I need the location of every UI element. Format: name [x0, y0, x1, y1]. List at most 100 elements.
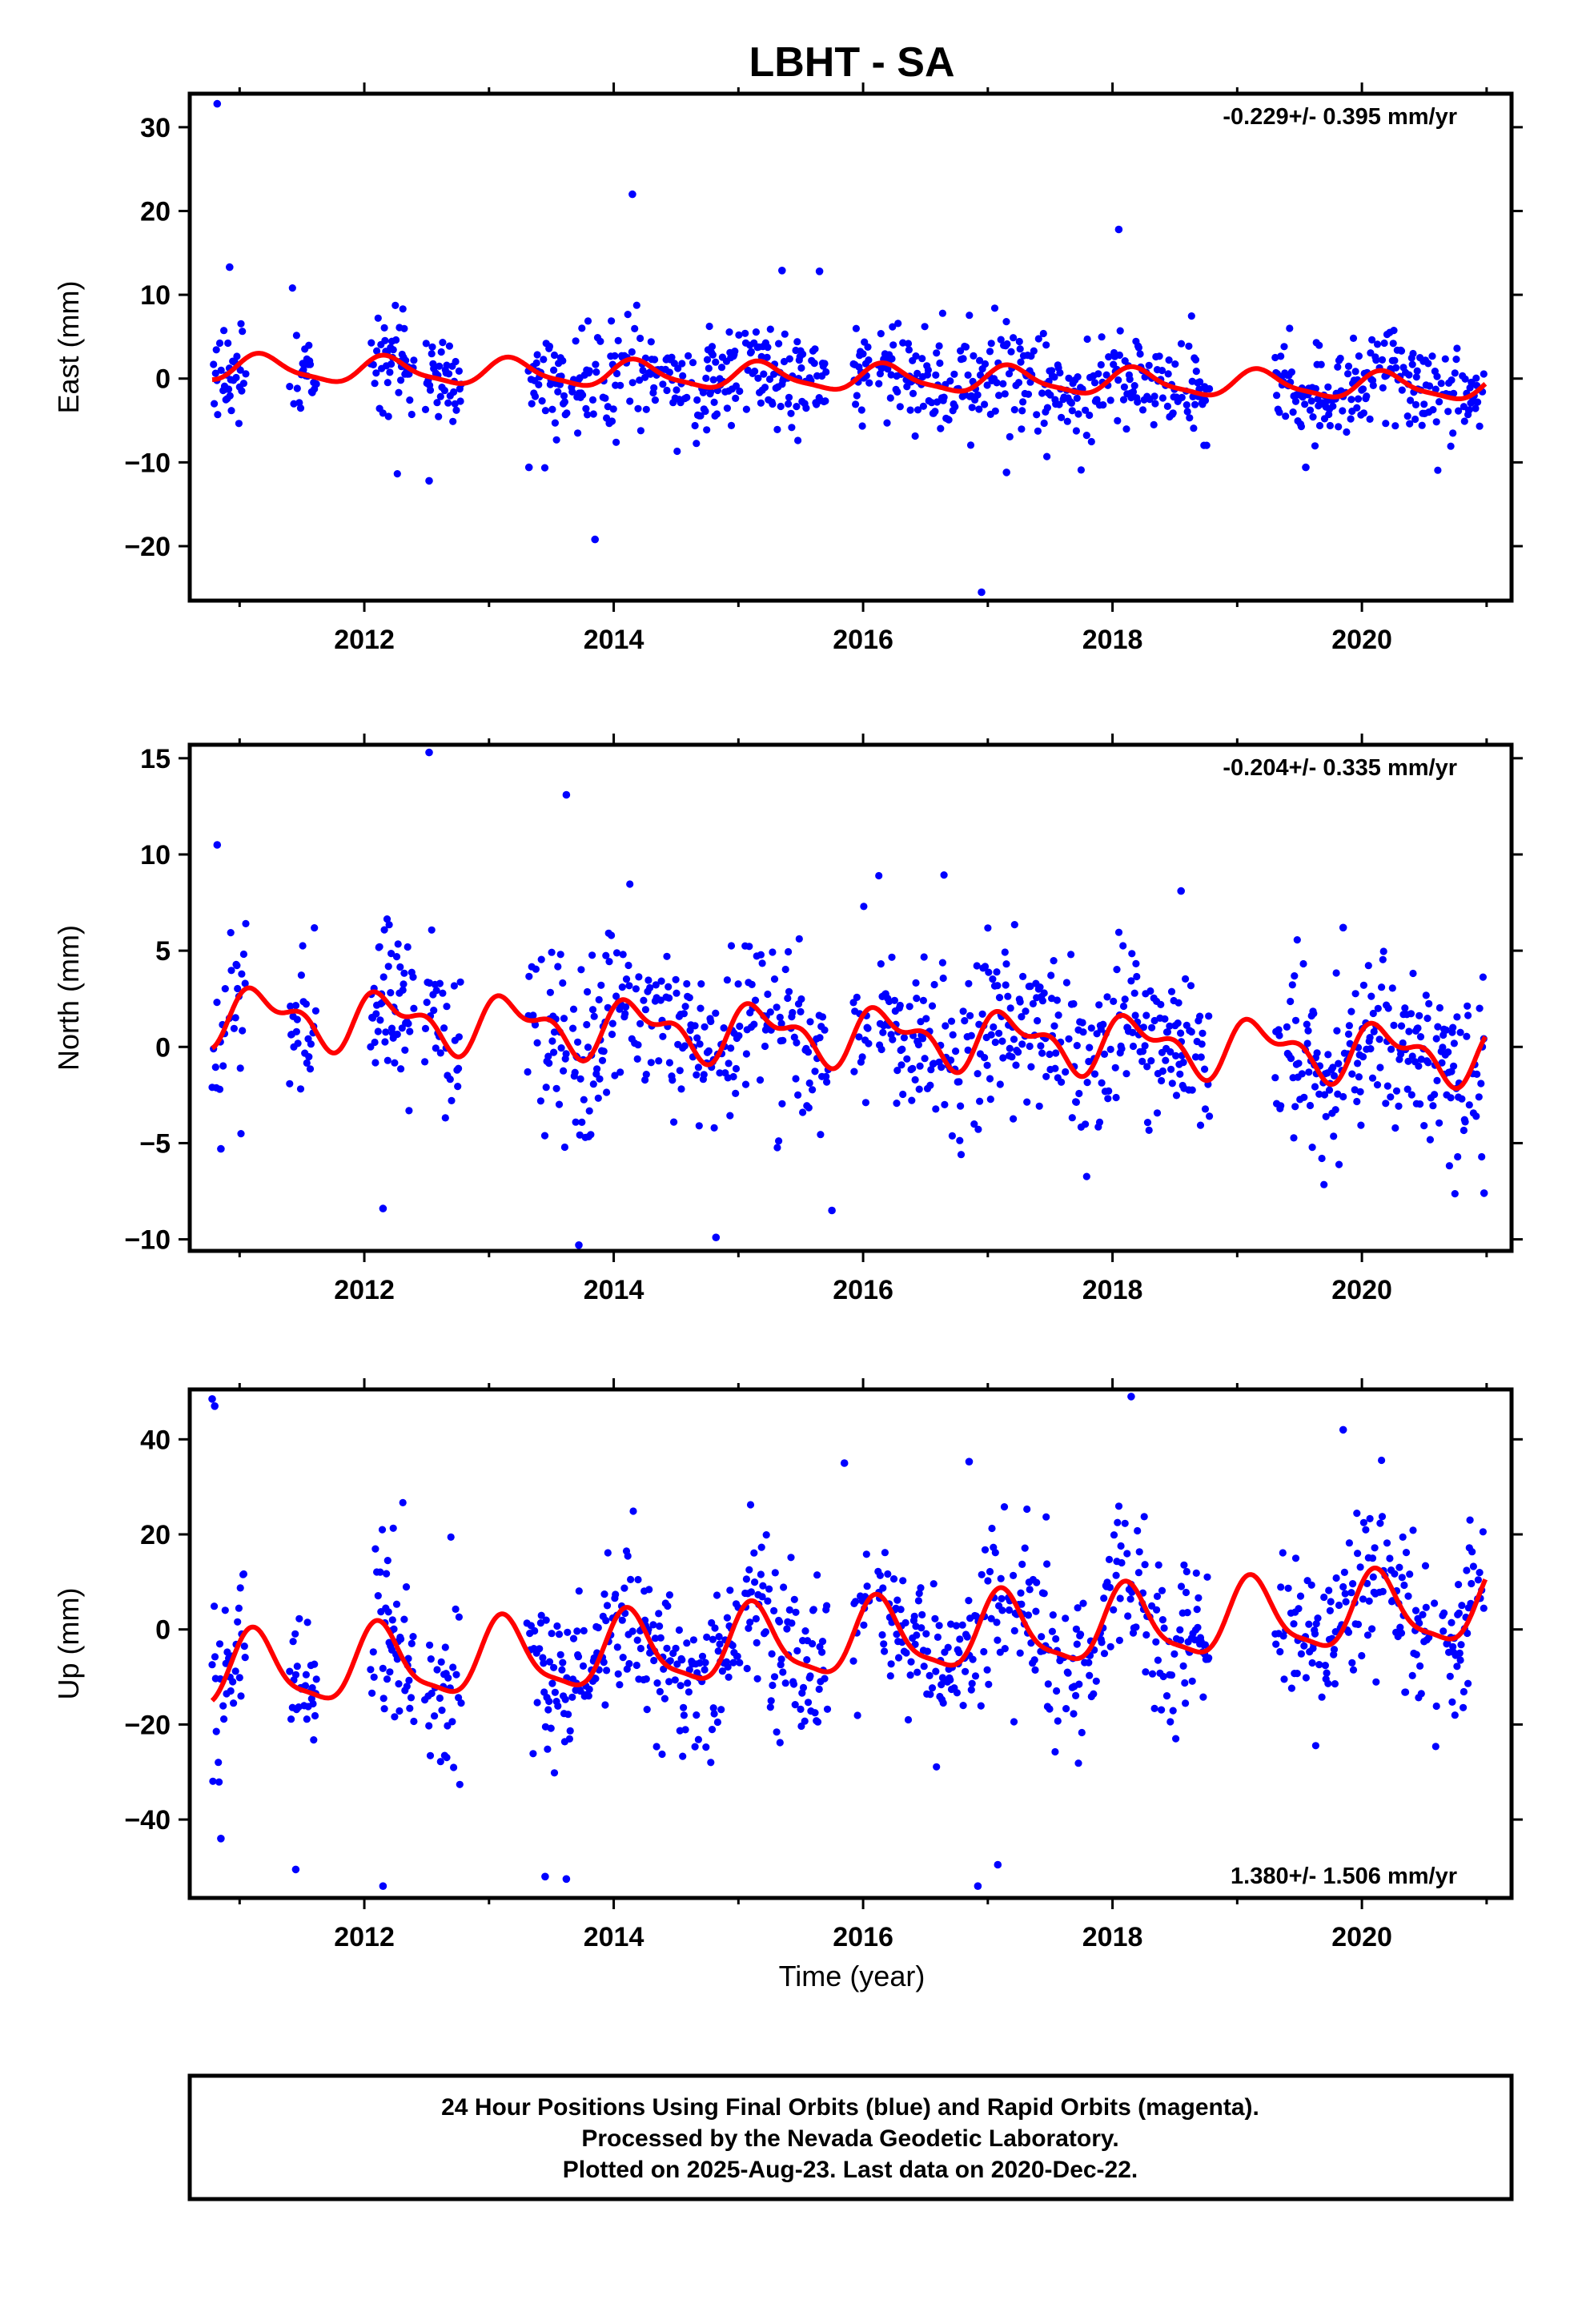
data-point — [691, 1743, 699, 1751]
data-point — [1325, 1086, 1334, 1094]
data-point — [1477, 1080, 1485, 1088]
data-point — [1300, 1642, 1308, 1650]
data-point — [881, 1647, 889, 1655]
data-point — [976, 356, 984, 364]
data-point-outlier — [840, 1459, 849, 1467]
data-point — [650, 384, 658, 392]
data-point — [1022, 1007, 1030, 1015]
data-point — [1070, 999, 1078, 1008]
data-point — [853, 392, 861, 400]
data-point — [239, 380, 247, 388]
data-point — [387, 989, 395, 997]
data-point — [303, 1618, 311, 1626]
data-point — [602, 1617, 610, 1625]
data-point — [1002, 960, 1010, 968]
data-point — [1408, 1671, 1416, 1679]
data-point — [1375, 1035, 1383, 1043]
data-point — [1376, 1519, 1384, 1527]
data-point — [1205, 1012, 1213, 1020]
data-point — [1162, 1056, 1170, 1064]
data-point — [1344, 370, 1352, 378]
data-point — [311, 1660, 319, 1668]
data-point — [758, 959, 766, 967]
data-point — [571, 1068, 579, 1076]
y-tick-label: −20 — [124, 1710, 171, 1740]
data-point — [1196, 1012, 1204, 1020]
data-point — [709, 1635, 717, 1643]
data-point — [947, 1620, 955, 1628]
data-point — [584, 317, 592, 325]
data-point — [1168, 1080, 1176, 1088]
data-point — [1113, 966, 1121, 974]
data-point — [1396, 1623, 1404, 1631]
data-point — [651, 356, 659, 364]
data-point — [1095, 1001, 1103, 1009]
data-point — [1082, 1172, 1090, 1180]
data-point — [888, 953, 896, 961]
data-point — [1326, 1606, 1334, 1614]
data-point — [1359, 1518, 1367, 1526]
data-point — [636, 1644, 645, 1653]
data-point — [286, 383, 294, 391]
data-point — [750, 1020, 758, 1028]
data-point — [1167, 987, 1176, 995]
data-point — [1284, 1584, 1292, 1592]
data-point — [657, 977, 665, 985]
data-point — [240, 1642, 248, 1651]
data-point — [1468, 1579, 1476, 1588]
data-point — [747, 1588, 756, 1596]
data-point — [957, 1151, 966, 1159]
data-point — [684, 1679, 692, 1687]
data-point — [1432, 1035, 1440, 1043]
data-point — [698, 1652, 707, 1660]
data-point — [1098, 1638, 1106, 1647]
data-point — [1473, 1070, 1481, 1078]
data-point — [893, 1100, 901, 1108]
data-point — [914, 1040, 922, 1049]
data-point — [963, 1633, 971, 1641]
data-point — [1097, 360, 1105, 369]
data-point-outlier — [1339, 1425, 1347, 1434]
data-point — [821, 1026, 829, 1034]
data-point — [1114, 1518, 1122, 1526]
data-point — [1062, 979, 1070, 987]
data-point — [232, 373, 240, 382]
data-point — [1171, 360, 1179, 368]
data-point — [885, 997, 893, 1006]
data-point — [651, 1634, 660, 1642]
data-point — [792, 1608, 800, 1616]
data-point — [1331, 1680, 1339, 1688]
data-point — [1129, 1042, 1138, 1051]
data-point — [742, 405, 751, 413]
data-point — [537, 1611, 545, 1619]
data-point — [308, 1684, 316, 1692]
data-point — [1005, 370, 1014, 378]
data-point — [1372, 1678, 1380, 1686]
data-point — [293, 1015, 301, 1023]
data-point — [1395, 1102, 1403, 1110]
data-point — [787, 409, 795, 417]
data-point — [725, 328, 733, 336]
data-point — [966, 312, 974, 320]
data-point — [1044, 1680, 1052, 1688]
data-point — [594, 1094, 602, 1102]
data-point — [400, 1615, 408, 1623]
data-point — [785, 987, 793, 995]
data-point — [811, 1709, 819, 1717]
data-point — [1178, 393, 1186, 401]
data-point — [1313, 1049, 1321, 1057]
data-point — [456, 978, 464, 986]
data-point — [1186, 982, 1195, 990]
data-point — [408, 410, 416, 419]
data-point — [708, 343, 717, 351]
data-point-outlier — [213, 841, 222, 849]
data-point — [998, 1594, 1006, 1602]
data-point — [1291, 397, 1300, 405]
data-point — [1366, 1514, 1374, 1522]
data-point — [1033, 411, 1041, 419]
data-point-outlier — [1114, 225, 1123, 234]
data-point — [1458, 1095, 1466, 1103]
data-point — [445, 342, 454, 350]
data-point — [1030, 1656, 1038, 1664]
data-point — [1138, 1057, 1146, 1065]
